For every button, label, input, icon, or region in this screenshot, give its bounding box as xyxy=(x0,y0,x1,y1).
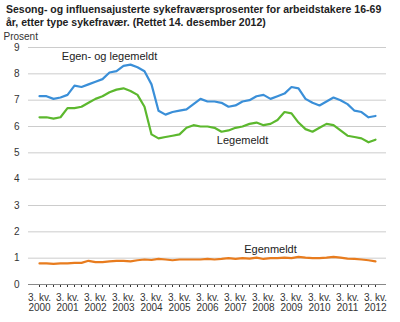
svg-text:9: 9 xyxy=(14,42,20,53)
svg-text:Egen- og legemeldt: Egen- og legemeldt xyxy=(62,50,157,62)
svg-text:5: 5 xyxy=(14,147,20,158)
svg-text:3. kv.2010: 3. kv.2010 xyxy=(308,292,331,313)
svg-text:1: 1 xyxy=(14,252,20,263)
svg-text:7: 7 xyxy=(14,94,20,105)
html-text:Sesong- og influensajusterte s: Sesong- og influensajusterte sykefraværs… xyxy=(6,3,382,28)
svg-text:3. kv.2005: 3. kv.2005 xyxy=(168,292,191,313)
svg-text:3. kv.2002: 3. kv.2002 xyxy=(84,292,107,313)
svg-text:3. kv.2007: 3. kv.2007 xyxy=(224,292,247,313)
svg-text:6: 6 xyxy=(14,121,20,132)
svg-text:3. kv.2006: 3. kv.2006 xyxy=(196,292,219,313)
svg-text:8: 8 xyxy=(14,68,20,79)
svg-text:2: 2 xyxy=(14,226,20,237)
svg-text:3: 3 xyxy=(14,200,20,211)
svg-text:4: 4 xyxy=(14,173,20,184)
svg-text:3. kv.2009: 3. kv.2009 xyxy=(280,292,303,313)
svg-text:Legemeldt: Legemeldt xyxy=(217,134,268,146)
svg-text:3. kv.2003: 3. kv.2003 xyxy=(112,292,135,313)
svg-text:0: 0 xyxy=(14,279,20,290)
svg-text:3. kv.2001: 3. kv.2001 xyxy=(56,292,79,313)
svg-text:3. kv.2004: 3. kv.2004 xyxy=(140,292,163,313)
svg-text:3. kv.2011: 3. kv.2011 xyxy=(336,292,359,313)
svg-text:3. kv.2012: 3. kv.2012 xyxy=(364,292,387,313)
svg-text:Prosent: Prosent xyxy=(4,31,39,42)
svg-text:Egenmeldt: Egenmeldt xyxy=(244,243,297,255)
svg-text:3. kv.2000: 3. kv.2000 xyxy=(28,292,51,313)
svg-text:3. kv.2008: 3. kv.2008 xyxy=(252,292,275,313)
